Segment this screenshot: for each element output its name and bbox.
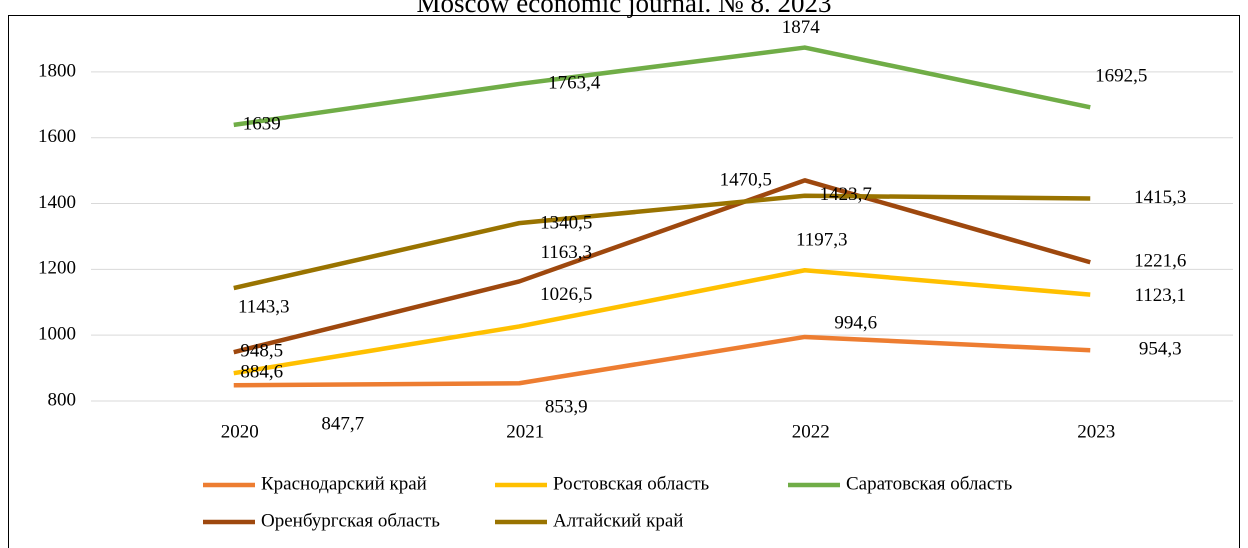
data-label: 994,6 <box>834 312 877 333</box>
chart-frame <box>8 15 1240 548</box>
data-label: 1143,3 <box>238 296 290 317</box>
data-label: 1026,5 <box>540 284 592 305</box>
data-label: 1874 <box>782 17 821 38</box>
data-label: 1692,5 <box>1095 66 1147 87</box>
chart-title: Moscow economic journal. № 8. 2023 <box>417 0 832 18</box>
x-tick-label: 2021 <box>506 421 544 442</box>
data-label: 1763,4 <box>548 72 601 93</box>
legend-label: Краснодарский край <box>261 473 427 494</box>
legend-label: Оренбургская область <box>261 510 440 531</box>
data-label: 1415,3 <box>1134 187 1186 208</box>
series-line <box>233 268 1091 376</box>
data-label: 853,9 <box>545 397 588 418</box>
y-tick-label: 1800 <box>38 60 76 81</box>
x-tick-label: 2020 <box>221 421 259 442</box>
data-label: 1221,6 <box>1134 251 1186 272</box>
y-tick-label: 1400 <box>38 192 76 213</box>
y-tick-label: 1200 <box>38 258 76 279</box>
legend-label: Ростовская область <box>553 473 710 494</box>
data-label: 1470,5 <box>720 170 772 191</box>
data-label: 1197,3 <box>796 230 848 251</box>
data-label: 1163,3 <box>540 242 592 263</box>
data-label: 1639 <box>243 113 281 134</box>
data-label: 1123,1 <box>1134 285 1186 306</box>
data-label: 954,3 <box>1139 339 1182 360</box>
legend-label: Саратовская область <box>846 473 1013 494</box>
data-label: 948,5 <box>240 340 283 361</box>
data-label: 847,7 <box>321 414 364 435</box>
y-tick-label: 1600 <box>38 126 76 147</box>
x-tick-label: 2023 <box>1077 421 1115 442</box>
series-line <box>233 45 1091 128</box>
series-line <box>233 334 1091 388</box>
legend-label: Алтайский край <box>553 510 683 531</box>
data-label: 1423,7 <box>820 184 872 205</box>
data-label: 1340,5 <box>540 212 592 233</box>
series-line <box>233 178 1091 355</box>
x-tick-label: 2022 <box>792 421 830 442</box>
series-line <box>233 193 1091 291</box>
y-tick-label: 1000 <box>38 324 76 345</box>
data-label: 884,6 <box>240 362 283 383</box>
y-tick-label: 800 <box>48 389 77 410</box>
